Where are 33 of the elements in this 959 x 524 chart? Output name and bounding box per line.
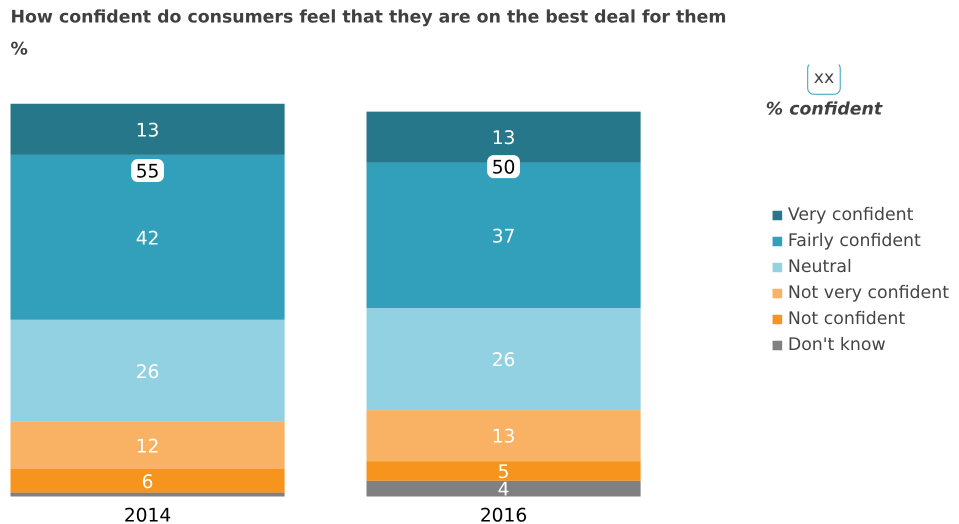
annotation: 50 xyxy=(492,158,516,179)
bar xyxy=(10,154,285,320)
bar xyxy=(366,461,641,481)
text: % confident xyxy=(766,100,883,120)
bar xyxy=(366,308,641,410)
annotation: 55 xyxy=(136,162,160,183)
data-label: 37 xyxy=(492,226,516,248)
data-label: 12 xyxy=(136,436,160,458)
legend-label: Neutral xyxy=(788,257,852,277)
text: xx xyxy=(814,68,834,88)
bar xyxy=(10,104,285,155)
x-tick-label: 2014 xyxy=(124,506,172,524)
data-label: 42 xyxy=(136,228,160,250)
data-label: 13 xyxy=(492,426,516,448)
bar xyxy=(10,320,285,422)
legend-label: Very confident xyxy=(788,205,914,225)
legend-label: Not very confident xyxy=(788,283,949,303)
bar xyxy=(366,480,641,496)
data-label: 26 xyxy=(492,350,516,372)
x-tick-label: 2016 xyxy=(480,506,528,524)
legend-label: Not confident xyxy=(788,309,906,329)
chart-subtitle: % xyxy=(10,40,28,60)
bar xyxy=(366,410,641,462)
bar xyxy=(10,422,285,470)
data-label: 13 xyxy=(492,128,516,150)
legend-label: Don't know xyxy=(788,335,886,355)
bar xyxy=(10,492,285,496)
bar xyxy=(10,469,285,493)
chart-title: How confident do consumers feel that they are on the best deal for them xyxy=(10,8,726,28)
data-label: 6 xyxy=(142,472,154,493)
data-label: 13 xyxy=(136,120,160,142)
legend-label: Fairly confident xyxy=(788,231,921,251)
data-label: 26 xyxy=(136,362,160,383)
